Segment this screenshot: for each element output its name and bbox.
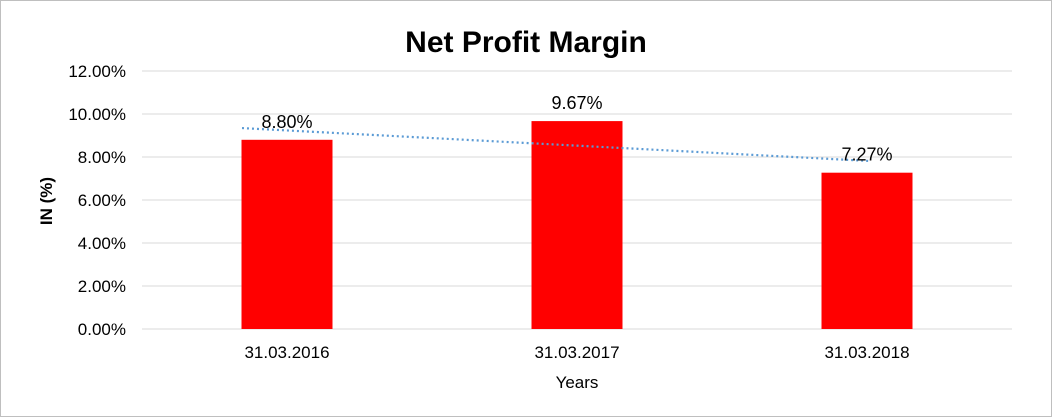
y-tick-label: 2.00% [78,277,126,296]
bar [241,139,333,329]
chart-title: Net Profit Margin [405,26,647,59]
y-tick-label: 10.00% [68,105,126,124]
data-label: 8.80% [261,112,312,132]
bars [241,121,913,329]
y-tick-label: 0.00% [78,320,126,339]
y-tick-label: 4.00% [78,234,126,253]
data-labels: 8.80% 9.67% 7.27% [261,93,892,165]
x-tick-label: 31.03.2017 [534,343,619,362]
bar [531,121,623,329]
y-tick-label: 12.00% [68,62,126,81]
data-label: 7.27% [841,145,892,165]
bar [821,172,913,329]
y-tick-label: 6.00% [78,191,126,210]
x-tick-label: 31.03.2018 [824,343,909,362]
x-tick-label: 31.03.2016 [244,343,329,362]
y-axis-ticks: 0.00% 2.00% 4.00% 6.00% 8.00% 10.00% 12.00% [68,62,126,339]
y-tick-label: 8.00% [78,148,126,167]
x-axis-title: Years [556,373,599,392]
x-axis-ticks: 31.03.2016 31.03.2017 31.03.2018 [244,343,909,362]
y-axis-title: IN (%) [37,177,56,225]
data-label: 9.67% [551,93,602,113]
